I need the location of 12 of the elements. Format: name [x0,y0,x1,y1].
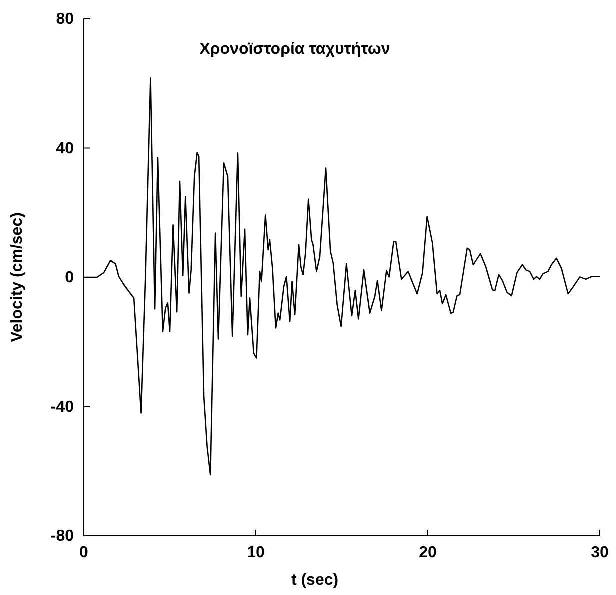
y-tick-label: 80 [56,11,74,28]
y-axis-title: Velocity (cm/sec) [9,212,26,342]
x-tick-label: 20 [419,544,437,562]
x-axis-title: t (sec) [291,572,339,589]
y-tick-label: -40 [50,398,74,416]
x-tick-label: 0 [80,544,89,562]
x-tick-label: 10 [247,544,265,562]
y-tick-label: 0 [65,270,74,287]
y-tick-label: 40 [56,140,74,158]
text: Χρονοϊστορία ταχυτήτων [200,41,390,58]
x-tick-label: 30 [591,544,609,562]
y-tick-label: -80 [50,528,74,546]
